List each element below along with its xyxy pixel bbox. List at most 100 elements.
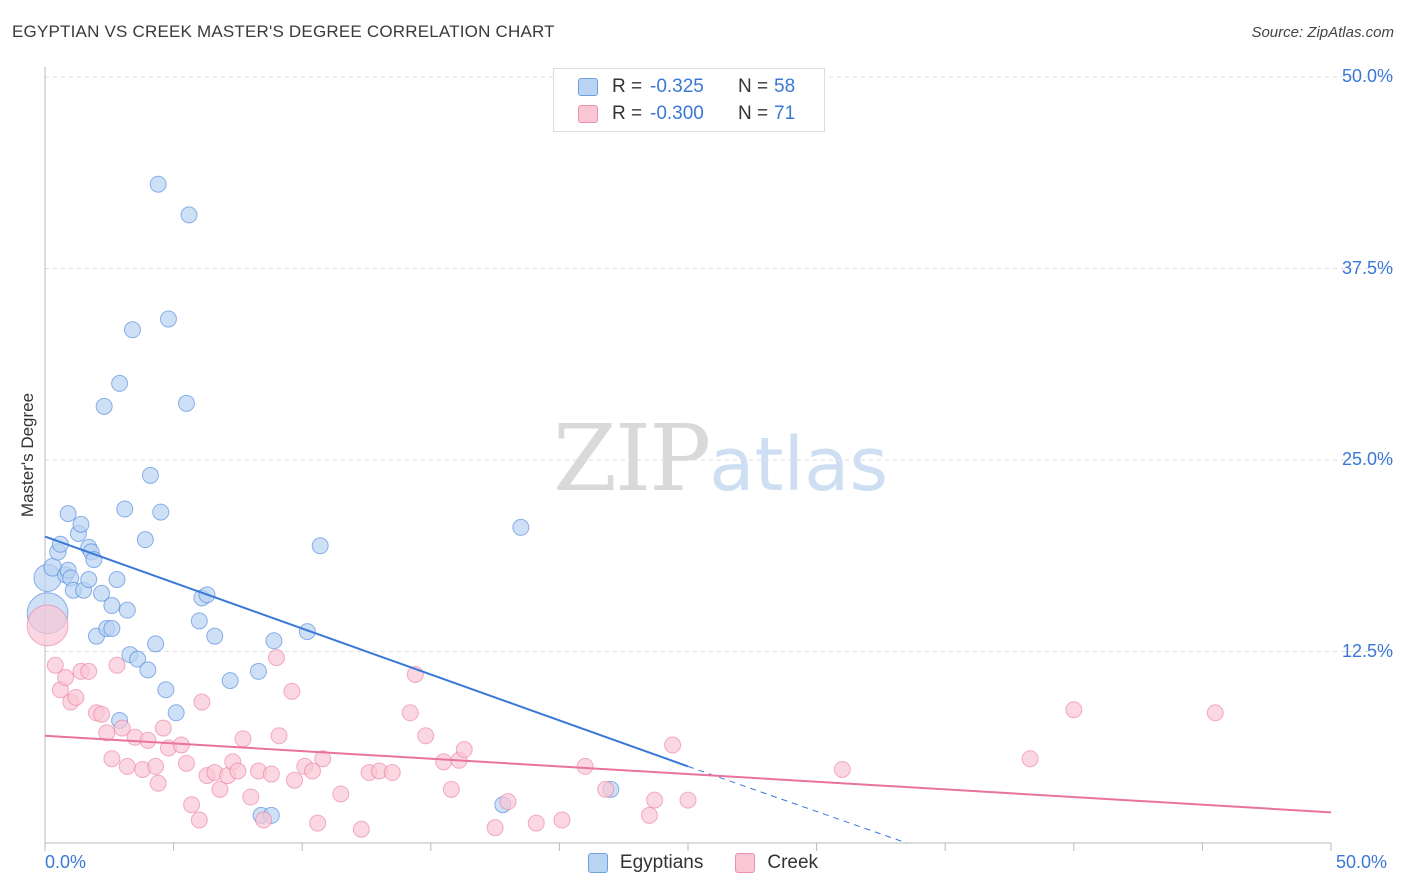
point-creek	[93, 705, 111, 723]
legend-swatch-creek	[578, 105, 598, 123]
legend-n-label: N =	[738, 76, 769, 97]
legend-r-value-creek: -0.300	[650, 103, 704, 124]
point-egyptians	[190, 612, 208, 630]
point-creek	[190, 811, 208, 829]
point-egyptians	[111, 374, 129, 392]
legend-r-label: R =	[612, 76, 643, 97]
point-egyptians	[95, 397, 113, 415]
point-creek	[80, 662, 98, 680]
point-egyptians	[129, 650, 147, 668]
point-creek	[646, 791, 664, 809]
bottom-legend-creek: Creek	[735, 852, 818, 874]
point-egyptians	[159, 310, 177, 328]
point-creek	[67, 688, 85, 706]
point-egyptians	[180, 206, 198, 224]
point-creek	[1021, 750, 1039, 768]
point-creek	[455, 741, 473, 759]
point-creek	[679, 791, 697, 809]
point-creek	[229, 762, 247, 780]
point-egyptians	[265, 632, 283, 650]
point-egyptians	[249, 662, 267, 680]
trend-line-creek	[44, 734, 1332, 814]
point-creek	[193, 693, 211, 711]
data-points	[26, 175, 1224, 838]
point-egyptians	[206, 627, 224, 645]
legend-n-label: N =	[738, 103, 769, 124]
bottom-legend-egyptians: Egyptians	[587, 852, 704, 874]
point-egyptians	[123, 321, 141, 339]
point-egyptians	[512, 518, 530, 536]
source-label: Source: ZipAtlas.com	[1251, 24, 1394, 41]
point-creek	[262, 765, 280, 783]
legend: R = -0.325 N = 58 R = -0.300 N = 71	[553, 68, 825, 132]
point-egyptians	[167, 704, 185, 722]
point-creek	[108, 656, 126, 674]
point-creek	[576, 757, 594, 775]
axes	[44, 67, 1332, 851]
point-egyptians	[59, 505, 77, 523]
watermark: ZIPatlas	[553, 405, 888, 512]
point-egyptians	[108, 570, 126, 588]
point-creek	[285, 771, 303, 789]
point-egyptians	[311, 537, 329, 555]
bottom-legend-label-egyptians: Egyptians	[619, 852, 704, 873]
point-creek	[309, 814, 327, 832]
point-egyptians	[72, 515, 90, 533]
point-creek	[57, 669, 75, 687]
legend-r-label: R =	[612, 103, 643, 124]
point-egyptians	[157, 681, 175, 699]
legend-r-value-egyptians: -0.325	[650, 76, 704, 97]
point-egyptians	[103, 597, 121, 615]
point-egyptians	[93, 584, 111, 602]
point-egyptians	[80, 570, 98, 588]
point-creek	[139, 731, 157, 749]
point-creek	[183, 796, 201, 814]
y-tick-label: 12.5%	[1341, 640, 1393, 661]
point-creek	[640, 806, 658, 824]
watermark-zip: ZIP	[553, 405, 711, 512]
legend-row-egyptians: R = -0.325 N = 58	[578, 75, 795, 99]
point-creek	[270, 727, 288, 745]
legend-n-value-creek: 71	[774, 103, 796, 124]
point-egyptians	[149, 175, 167, 193]
point-creek	[442, 780, 460, 798]
point-creek	[255, 811, 273, 829]
watermark-atlas: atlas	[709, 422, 888, 508]
point-creek	[527, 814, 545, 832]
point-creek	[147, 757, 165, 775]
point-creek	[154, 719, 172, 737]
legend-swatch-egyptians	[578, 78, 598, 96]
legend-n-value-egyptians: 58	[774, 76, 796, 97]
y-tick-label: 37.5%	[1341, 257, 1393, 278]
point-creek	[1065, 701, 1083, 719]
point-egyptians	[141, 466, 159, 484]
grid-lines	[45, 76, 1393, 652]
point-creek	[1206, 704, 1224, 722]
point-creek	[26, 604, 69, 647]
point-egyptians	[147, 635, 165, 653]
x-tick-left: 0.0%	[45, 852, 87, 872]
point-egyptians	[118, 601, 136, 619]
point-creek	[103, 750, 121, 768]
point-egyptians	[103, 620, 121, 638]
bottom-legend-swatch-egyptians	[587, 853, 608, 873]
point-creek	[417, 727, 435, 745]
point-creek	[113, 719, 131, 737]
point-creek	[283, 682, 301, 700]
point-creek	[46, 656, 64, 674]
point-creek	[177, 754, 195, 772]
point-creek	[401, 704, 419, 722]
trend-line-egyptians	[44, 535, 689, 768]
point-creek	[314, 750, 332, 768]
point-creek	[332, 785, 350, 803]
point-creek	[486, 819, 504, 837]
point-egyptians	[298, 623, 316, 641]
point-creek	[98, 724, 116, 742]
point-creek	[383, 764, 401, 782]
point-creek	[553, 811, 571, 829]
point-creek	[149, 774, 167, 792]
point-creek	[664, 736, 682, 754]
chart-title: EGYPTIAN VS CREEK MASTER'S DEGREE CORREL…	[12, 22, 555, 41]
series-creek	[26, 604, 1224, 838]
